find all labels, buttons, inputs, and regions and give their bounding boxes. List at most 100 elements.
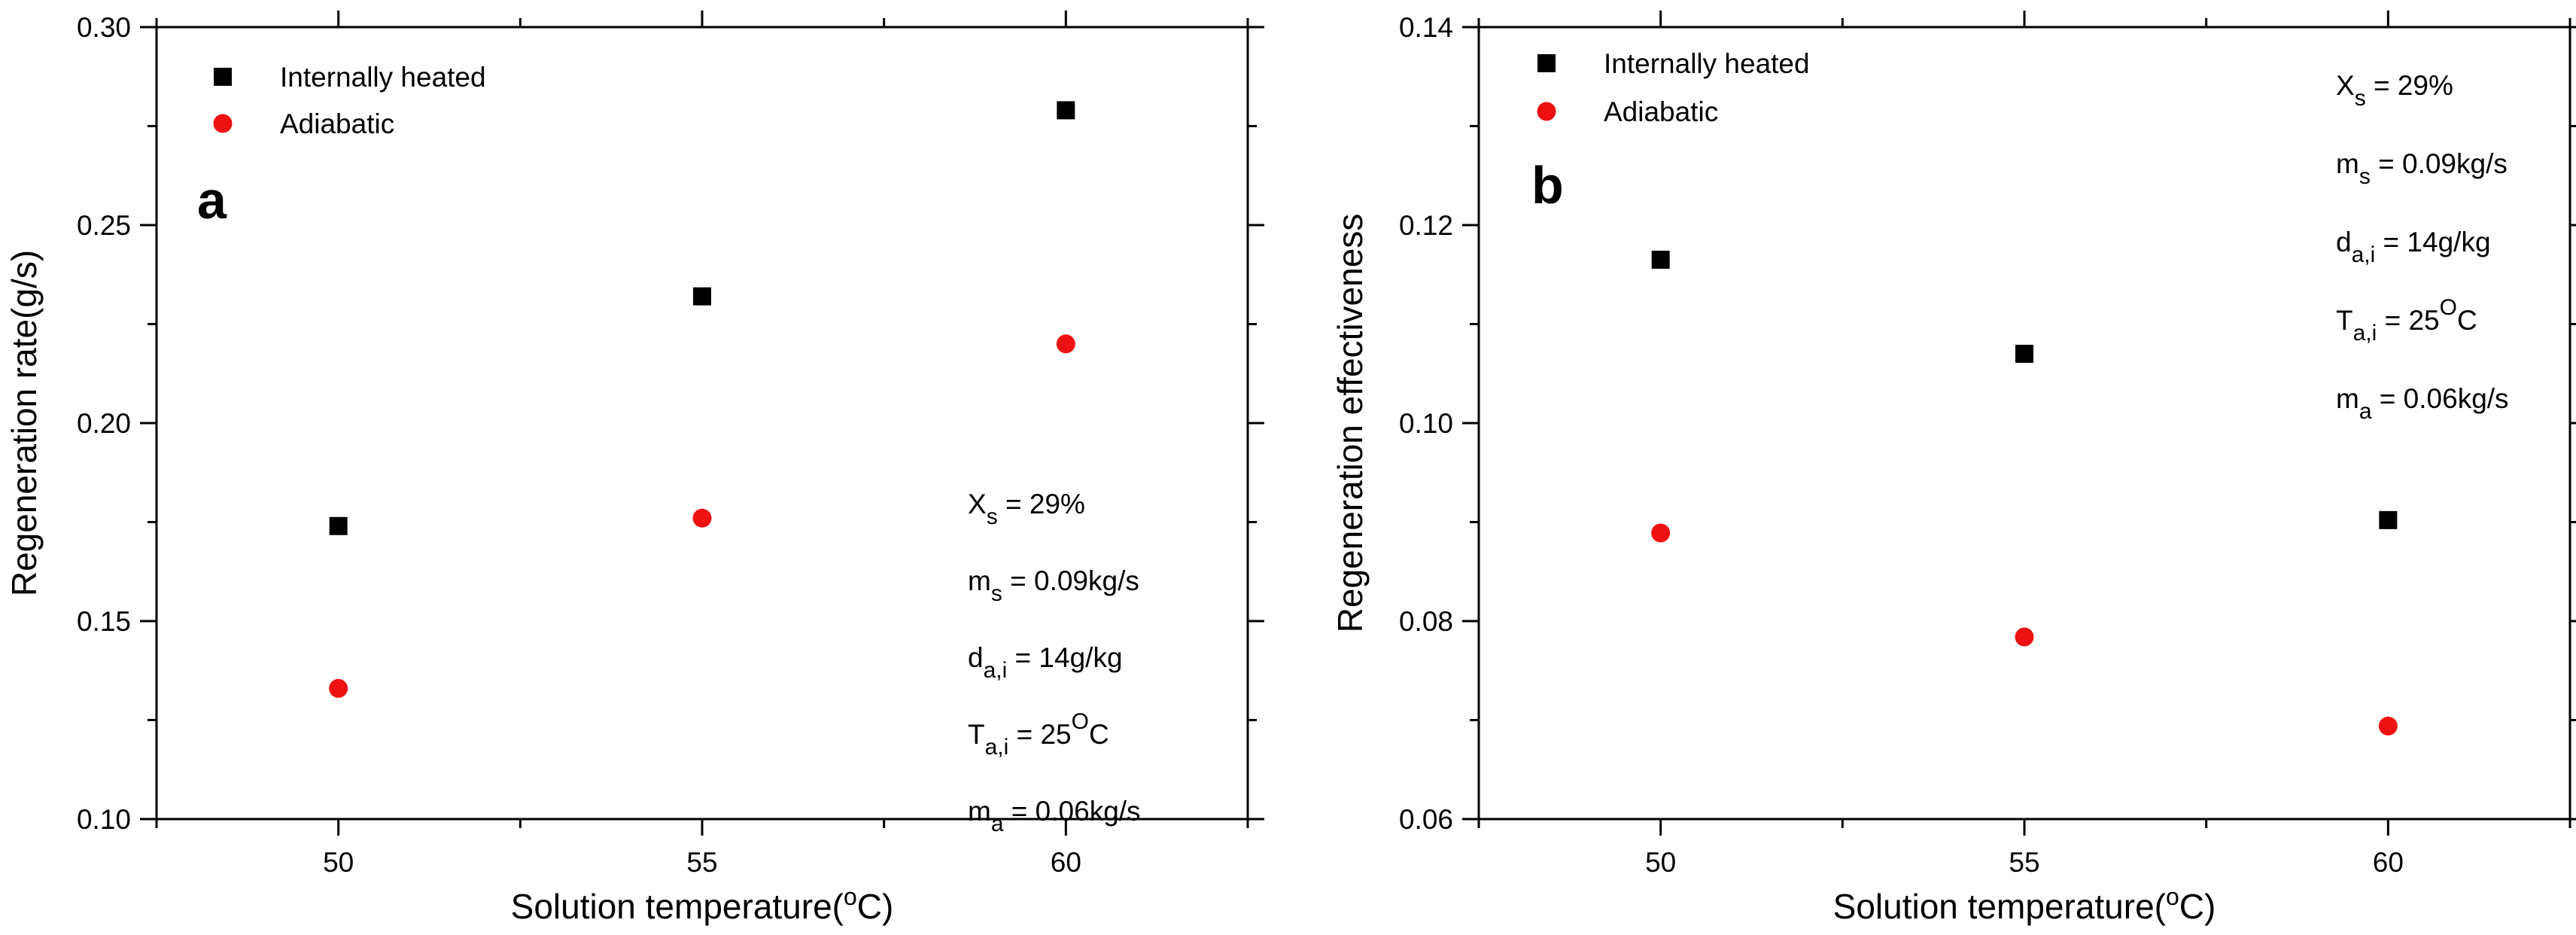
parameter-symbol: m	[968, 565, 991, 596]
parameter-value: = 0.06kg/s	[2372, 383, 2509, 414]
x-axis-title: Solution temperature(oC)	[1833, 883, 2216, 926]
legend-marker-square	[214, 68, 232, 86]
parameter-value: = 14g/kg	[1007, 642, 1122, 673]
parameter-line: ma = 0.06kg/s	[2336, 383, 2509, 424]
panel-letter: a	[197, 171, 227, 230]
parameter-line: Xs = 29%	[968, 489, 1085, 529]
parameter-subscript: s	[991, 581, 1002, 606]
x-tick-label: 60	[1051, 847, 1081, 878]
parameter-superscript: O	[1072, 709, 1089, 734]
legend-label: Adiabatic	[280, 108, 394, 139]
parameter-unit: C	[1089, 719, 1109, 750]
parameter-subscript: s	[987, 504, 998, 529]
parameter-value: = 29%	[2366, 70, 2453, 101]
legend-marker-square	[1537, 54, 1556, 72]
panel-letter: b	[1531, 156, 1564, 215]
x-tick-label: 50	[1645, 847, 1676, 878]
parameter-symbol: m	[2336, 383, 2359, 414]
parameter-subscript: a	[2359, 399, 2372, 424]
data-point-internally-heated	[1651, 251, 1670, 270]
chart-panel-b: 50 55 60 0.06 0.08 0.10 0.12 0.14 Solution tempe…	[1331, 11, 2576, 926]
parameter-line: ms = 0.09kg/s	[968, 565, 1139, 606]
parameter-line: Xs = 29%	[2336, 70, 2453, 111]
parameter-value: = 25	[1008, 719, 1071, 750]
legend-label: Internally heated	[280, 62, 486, 93]
parameter-value: = 14g/kg	[2375, 227, 2490, 257]
legend: Internally heated Adiabatic	[213, 62, 486, 139]
data-point-internally-heated	[1057, 101, 1075, 120]
data-point-internally-heated	[2379, 510, 2398, 529]
data-point-adiabatic	[692, 508, 712, 528]
data-point-internally-heated	[2015, 344, 2033, 363]
x-axis-title-degree: o	[844, 883, 857, 910]
y-tick-label: 0.20	[77, 408, 131, 439]
parameter-value: = 0.09kg/s	[1002, 565, 1139, 596]
data-point-internally-heated	[329, 516, 348, 535]
y-tick-label: 0.25	[77, 210, 131, 241]
parameter-subscript: a	[991, 812, 1004, 836]
x-tick-label: 55	[686, 847, 717, 878]
x-tick-label: 50	[323, 847, 354, 878]
parameter-symbol: T	[2336, 305, 2353, 336]
parameter-line: ms = 0.09kg/s	[2336, 148, 2508, 189]
parameter-superscript: O	[2440, 295, 2457, 320]
y-tick-label: 0.14	[1399, 12, 1453, 43]
data-point-adiabatic	[2378, 716, 2398, 736]
x-axis-title-unit: C)	[2179, 887, 2216, 926]
parameter-symbol: d	[2336, 227, 2352, 257]
data-point-adiabatic	[1651, 523, 1671, 543]
data-point-adiabatic	[2015, 627, 2034, 647]
parameter-unit: C	[2457, 305, 2477, 336]
y-tick-label: 0.12	[1399, 210, 1453, 241]
legend-label: Internally heated	[1604, 48, 1810, 79]
parameter-value: = 25	[2377, 305, 2439, 336]
x-tick-label: 60	[2373, 847, 2404, 878]
parameter-subscript: a,i	[2353, 321, 2377, 346]
parameter-line: da,i = 14g/kg	[968, 642, 1123, 683]
chart-panel-a: 50 55 60 0.10 0.15 0.20 0.25 0.30 Solution tempe…	[5, 11, 1264, 926]
plot-frame	[155, 26, 1249, 821]
parameter-symbol: m	[968, 796, 991, 827]
y-axis-title: Regeneration effectiveness	[1331, 214, 1370, 633]
parameter-line: ma = 0.06kg/s	[968, 796, 1141, 836]
x-axis-title-degree: o	[2166, 883, 2179, 910]
y-tick-label: 0.08	[1399, 606, 1453, 637]
legend-marker-circle	[213, 114, 233, 133]
legend: Internally heated Adiabatic	[1537, 48, 1810, 127]
legend-marker-circle	[1537, 102, 1556, 121]
y-tick-label: 0.30	[77, 12, 131, 43]
y-axis-title: Regeneration rate(g/s)	[5, 250, 44, 596]
parameter-symbol: X	[968, 489, 987, 519]
data-point-internally-heated	[693, 287, 711, 306]
parameter-value: = 0.09kg/s	[2371, 148, 2508, 179]
x-axis-title: Solution temperature(oC)	[511, 883, 894, 926]
x-axis-title-text: Solution temperature(	[511, 887, 844, 926]
y-tick-label: 0.10	[1399, 408, 1453, 439]
parameter-line: Ta,i = 25OC	[968, 709, 1109, 760]
y-tick-label: 0.15	[77, 606, 131, 637]
y-tick-label: 0.06	[1399, 804, 1453, 835]
parameter-line: da,i = 14g/kg	[2336, 227, 2491, 267]
data-point-adiabatic	[329, 678, 348, 698]
parameter-subscript: s	[2359, 164, 2371, 189]
parameter-symbol: X	[2336, 70, 2355, 101]
parameter-symbol: d	[968, 642, 984, 673]
parameter-value: = 29%	[998, 489, 1085, 519]
plot-frame	[1477, 26, 2571, 821]
parameter-subscript: a,i	[985, 735, 1009, 760]
parameter-value: = 0.06kg/s	[1004, 796, 1141, 827]
data-point-adiabatic	[1056, 334, 1075, 354]
parameter-subscript: s	[2355, 86, 2366, 111]
legend-label: Adiabatic	[1604, 96, 1718, 127]
parameter-symbol: m	[2336, 148, 2359, 179]
x-tick-label: 55	[2009, 847, 2039, 878]
x-axis-title-text: Solution temperature(	[1833, 887, 2167, 926]
parameter-subscript: a,i	[984, 658, 1008, 683]
x-axis-title-unit: C)	[857, 887, 894, 926]
parameter-line: Ta,i = 25OC	[2336, 295, 2477, 346]
parameter-subscript: a,i	[2352, 242, 2376, 267]
y-tick-label: 0.10	[77, 804, 131, 835]
